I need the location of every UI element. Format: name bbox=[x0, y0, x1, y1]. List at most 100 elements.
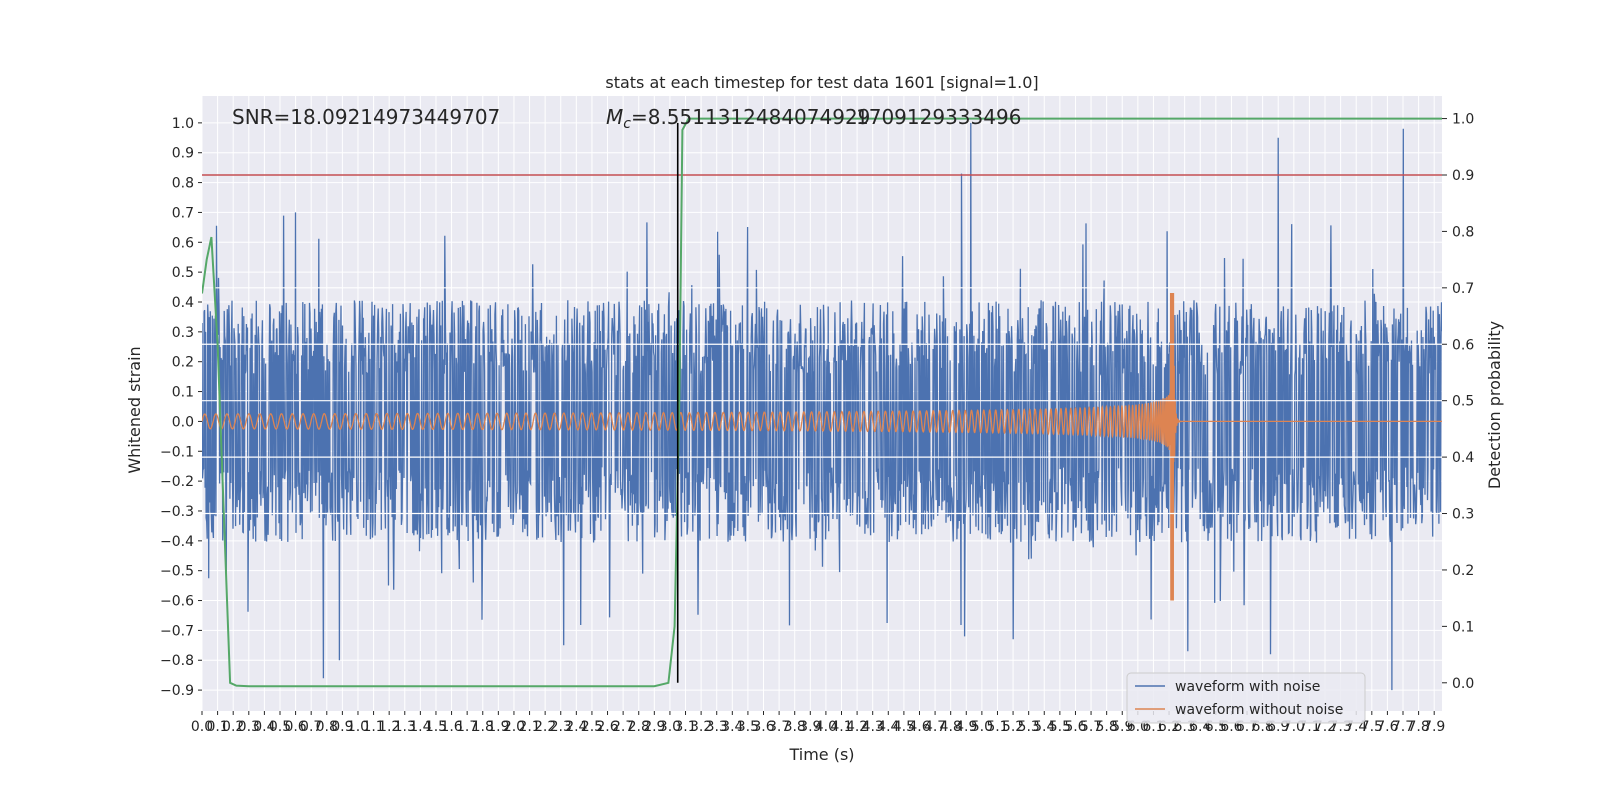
y-left-tick-label: −0.5 bbox=[160, 564, 194, 580]
x-tick-label: 1.6 bbox=[440, 719, 462, 735]
x-tick-label: 0.5 bbox=[269, 719, 291, 735]
x-tick-label: 2.5 bbox=[581, 719, 603, 735]
x-tick-label: 1.8 bbox=[472, 719, 494, 735]
legend-label-clean: waveform without noise bbox=[1175, 702, 1343, 718]
y-axis-right-ticks: 0.0 0.1 0.2 0.3 0.4 0.5 0.6 0.7 0.8 0.9 1.0 bbox=[1442, 112, 1474, 692]
series-waveform-with-noise bbox=[202, 122, 1442, 691]
x-tick-label: 5.4 bbox=[1033, 719, 1055, 735]
series-detection-probability bbox=[202, 117, 1442, 688]
x-tick-label: 1.0 bbox=[347, 719, 369, 735]
x-tick-label: 3.7 bbox=[768, 719, 790, 735]
x-tick-label: 3.0 bbox=[659, 719, 681, 735]
y-left-tick-label: 0.6 bbox=[172, 235, 194, 251]
x-tick-label: 7.5 bbox=[1361, 719, 1383, 735]
y-left-tick-label: 0.5 bbox=[172, 265, 194, 281]
series-waveform-without-noise bbox=[202, 292, 1442, 601]
overlay-grid-lines bbox=[202, 287, 1442, 515]
x-tick-label: 5.0 bbox=[971, 719, 993, 735]
x-tick-label: 0.0 bbox=[191, 719, 213, 735]
x-tick-label: 4.0 bbox=[815, 719, 837, 735]
x-tick-label: 0.8 bbox=[316, 719, 338, 735]
x-tick-label: 3.9 bbox=[799, 719, 821, 735]
x-tick-label: 2.0 bbox=[503, 719, 525, 735]
x-tick-label: 5.2 bbox=[1002, 719, 1024, 735]
x-tick-label: 0.1 bbox=[206, 719, 228, 735]
y-left-tick-label: −0.4 bbox=[160, 534, 194, 550]
x-tick-label: 0.7 bbox=[300, 719, 322, 735]
y-right-tick-label: 0.7 bbox=[1452, 281, 1474, 297]
x-tick-label: 5.1 bbox=[986, 719, 1008, 735]
y-left-tick-label: 0.4 bbox=[172, 295, 194, 311]
mc-annotation-overlap: 1709129333496 bbox=[856, 105, 1021, 129]
x-tick-label: 2.4 bbox=[565, 719, 587, 735]
x-tick-label: 2.9 bbox=[643, 719, 665, 735]
x-tick-label: 7.9 bbox=[1423, 719, 1445, 735]
x-tick-label: 4.4 bbox=[877, 719, 899, 735]
y-right-tick-label: 0.9 bbox=[1452, 168, 1474, 184]
y-right-tick-label: 0.2 bbox=[1452, 563, 1474, 579]
x-tick-label: 2.7 bbox=[612, 719, 634, 735]
y-left-tick-label: −0.6 bbox=[160, 594, 194, 610]
plot-area bbox=[202, 117, 1442, 691]
x-tick-label: 4.3 bbox=[862, 719, 884, 735]
x-tick-label: 4.6 bbox=[908, 719, 930, 735]
x-tick-label: 5.6 bbox=[1064, 719, 1086, 735]
y-left-tick-label: 0.1 bbox=[172, 385, 194, 401]
x-tick-label: 0.3 bbox=[238, 719, 260, 735]
y-left-tick-label: 0.3 bbox=[172, 325, 194, 341]
x-tick-label: 0.4 bbox=[253, 719, 275, 735]
y-right-tick-label: 0.8 bbox=[1452, 224, 1474, 240]
y-left-tick-label: −0.1 bbox=[160, 444, 194, 460]
y-right-tick-label: 0.1 bbox=[1452, 619, 1474, 635]
y-left-tick-label: 1.0 bbox=[172, 116, 194, 132]
x-tick-label: 5.7 bbox=[1080, 719, 1102, 735]
x-tick-label: 3.6 bbox=[752, 719, 774, 735]
x-tick-label: 1.7 bbox=[456, 719, 478, 735]
x-tick-label: 4.5 bbox=[893, 719, 915, 735]
x-tick-label: 4.7 bbox=[924, 719, 946, 735]
mc-annotation: Mc=8.5511312484074929 bbox=[606, 105, 870, 132]
x-tick-label: 5.9 bbox=[1111, 719, 1133, 735]
x-tick-label: 7.8 bbox=[1407, 719, 1429, 735]
x-tick-label: 7.7 bbox=[1392, 719, 1414, 735]
x-tick-label: 0.6 bbox=[284, 719, 306, 735]
y-left-tick-label: −0.8 bbox=[160, 653, 194, 669]
y-left-tick-label: −0.9 bbox=[160, 683, 194, 699]
y-left-tick-label: 0.2 bbox=[172, 355, 194, 371]
y-left-tick-label: 0.8 bbox=[172, 176, 194, 192]
x-axis-label: Time (s) bbox=[788, 745, 854, 764]
x-tick-label: 7.6 bbox=[1376, 719, 1398, 735]
x-tick-label: 1.3 bbox=[394, 719, 416, 735]
y-left-tick-label: −0.2 bbox=[160, 474, 194, 490]
chart-title: stats at each timestep for test data 160… bbox=[605, 73, 1038, 92]
legend: waveform with noise waveform without noi… bbox=[1126, 672, 1366, 724]
x-tick-label: 0.9 bbox=[331, 719, 353, 735]
x-tick-label: 1.1 bbox=[362, 719, 384, 735]
x-tick-label: 2.3 bbox=[550, 719, 572, 735]
x-tick-label: 5.3 bbox=[1018, 719, 1040, 735]
legend-label-noise: waveform with noise bbox=[1175, 679, 1320, 695]
legend-box bbox=[1126, 672, 1366, 724]
x-tick-label: 2.8 bbox=[628, 719, 650, 735]
x-tick-label: 2.6 bbox=[596, 719, 618, 735]
y-right-tick-label: 0.5 bbox=[1452, 394, 1474, 410]
y-left-tick-label: −0.3 bbox=[160, 504, 194, 520]
y-left-tick-label: 0.9 bbox=[172, 146, 194, 162]
y-left-tick-label: −0.7 bbox=[160, 623, 194, 639]
mc-subscript: c bbox=[623, 116, 631, 132]
x-tick-label: 2.1 bbox=[518, 719, 540, 735]
x-tick-label: 3.4 bbox=[721, 719, 743, 735]
y-left-tick-label: 0.0 bbox=[172, 414, 194, 430]
y-right-tick-label: 1.0 bbox=[1452, 112, 1474, 128]
y-axis-left-ticks: −0.9 −0.8 −0.7 −0.6 −0.5 −0.4 −0.3 −0.2 −0.1 0.0 0… bbox=[160, 116, 202, 699]
x-tick-label: 4.1 bbox=[830, 719, 852, 735]
y-axis-left-label: Whitened strain bbox=[125, 346, 144, 473]
snr-annotation: SNR=18.09214973449707 bbox=[232, 105, 500, 129]
x-tick-label: 2.2 bbox=[534, 719, 556, 735]
x-tick-label: 0.2 bbox=[222, 719, 244, 735]
x-tick-label: 3.2 bbox=[690, 719, 712, 735]
y-right-tick-label: 0.3 bbox=[1452, 507, 1474, 523]
x-tick-label: 5.8 bbox=[1096, 719, 1118, 735]
mc-value: =8.5511312484074929 bbox=[631, 105, 870, 129]
